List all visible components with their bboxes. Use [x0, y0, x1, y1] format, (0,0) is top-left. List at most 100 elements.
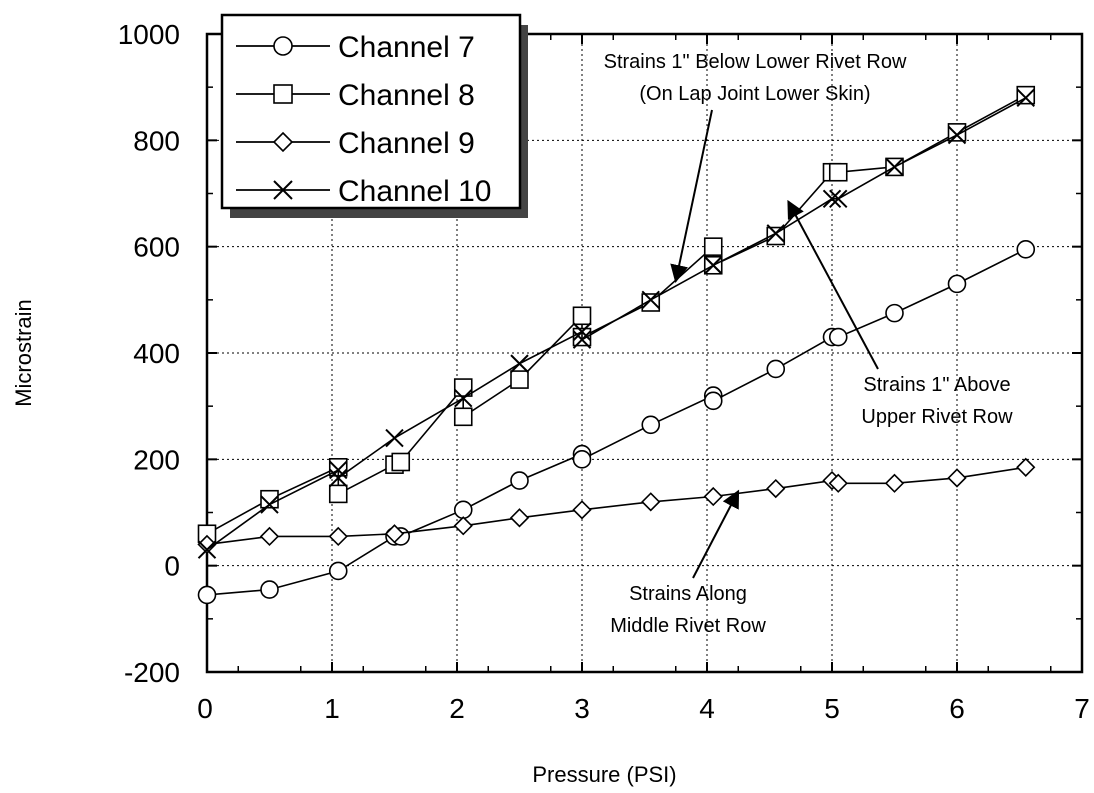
x-tick-label: 4 — [699, 693, 715, 724]
data-point — [641, 415, 661, 435]
series-line — [206, 466, 1026, 546]
data-point — [828, 162, 848, 182]
legend-marker — [272, 131, 294, 153]
data-point — [884, 473, 905, 493]
data-point — [766, 478, 786, 499]
annotation-above: Strains 1" Above Upper Rivet Row — [787, 199, 1013, 428]
data-point — [766, 226, 786, 246]
series-line — [206, 248, 1027, 596]
data-point — [328, 526, 348, 547]
series-channel-8 — [197, 85, 1036, 544]
data-point — [641, 492, 661, 512]
y-tick-label: 0 — [164, 551, 180, 582]
legend-item: Channel 9 — [236, 127, 475, 160]
data-point — [509, 508, 530, 528]
data-point — [766, 224, 785, 243]
annotation-text: Strains 1" Below Lower Rivet Row — [604, 51, 907, 73]
data-point — [1016, 240, 1036, 259]
data-point — [454, 388, 473, 408]
data-point — [822, 189, 842, 209]
data-point — [1016, 457, 1036, 477]
legend-item: Channel 10 — [236, 175, 491, 208]
data-point — [704, 256, 723, 275]
legend-box — [220, 13, 522, 210]
data-point — [703, 486, 723, 507]
legend-label: Channel 7 — [338, 31, 475, 64]
annotation-middle: Strains Along Middle Rivet Row — [610, 489, 766, 637]
x-tick-label: 7 — [1074, 693, 1090, 724]
data-point — [197, 534, 217, 555]
y-tick-label: 400 — [133, 338, 180, 369]
data-point — [453, 516, 473, 536]
data-point — [572, 450, 592, 469]
data-point — [329, 460, 348, 480]
annotation-text: Upper Rivet Row — [861, 406, 1013, 428]
data-point — [259, 526, 280, 547]
y-tick-label: 600 — [133, 232, 180, 263]
y-tick-label: -200 — [124, 657, 180, 688]
data-point — [828, 473, 848, 493]
x-tick-label: 2 — [449, 693, 465, 724]
data-point — [641, 290, 660, 310]
data-point — [572, 306, 592, 326]
data-point — [885, 157, 904, 177]
data-point — [384, 524, 405, 544]
data-point — [328, 561, 348, 581]
series-layer — [197, 85, 1036, 605]
data-point — [197, 540, 217, 559]
x-tick-label: 1 — [324, 693, 340, 724]
data-point — [1016, 88, 1035, 108]
y-axis-title: Microstrain — [11, 299, 36, 407]
data-point — [260, 495, 279, 514]
x-tick-label: 5 — [824, 693, 840, 724]
data-point — [572, 500, 592, 520]
data-point — [453, 407, 473, 427]
annotation-below: Strains 1" Below Lower Rivet Row (On Lap … — [604, 51, 907, 283]
series-channel-9 — [197, 457, 1036, 555]
data-point — [572, 330, 592, 349]
legend-label: Channel 10 — [338, 175, 491, 208]
data-point — [260, 489, 279, 509]
data-point — [947, 468, 967, 488]
y-tick-label: 200 — [133, 444, 180, 475]
data-point — [453, 378, 473, 397]
data-point — [385, 428, 404, 448]
annotation-text: Strains Along — [629, 583, 747, 605]
data-point — [391, 452, 411, 472]
y-tick-label: 800 — [133, 125, 180, 156]
legend-marker — [273, 36, 293, 56]
x-tick-label: 3 — [574, 693, 590, 724]
data-point — [828, 327, 848, 347]
annotation-text: Strains 1" Above — [863, 374, 1010, 396]
annotation-arrow — [787, 199, 879, 370]
annotation-arrow — [692, 489, 740, 579]
data-point — [510, 370, 529, 389]
data-point — [510, 471, 529, 490]
data-point — [260, 580, 279, 599]
data-point — [510, 354, 529, 373]
annotation-layer: Strains 1" Below Lower Rivet Row (On Lap … — [604, 51, 1014, 637]
legend-item: Channel 7 — [236, 31, 475, 64]
annotation-arrow — [670, 109, 713, 283]
legend-label: Channel 8 — [338, 79, 475, 112]
annotation-text: (On Lap Joint Lower Skin) — [639, 83, 870, 105]
data-point — [766, 359, 786, 379]
data-point — [329, 468, 348, 488]
x-tick-label: 0 — [197, 693, 213, 724]
legend: Channel 7 Channel 8 Channel 9 Channel 10 — [220, 13, 528, 218]
data-point — [453, 500, 473, 520]
x-axis-title: Pressure (PSI) — [532, 762, 676, 787]
data-point — [947, 125, 967, 145]
series-channel-10 — [197, 88, 1035, 559]
legend-marker — [273, 180, 293, 200]
data-point — [703, 391, 723, 411]
legend-label: Channel 9 — [338, 127, 475, 160]
data-point — [829, 189, 848, 209]
data-point — [572, 322, 592, 341]
data-point — [885, 303, 904, 323]
data-point — [328, 484, 348, 504]
y-tick-label: 1000 — [118, 19, 180, 50]
legend-marker — [273, 84, 293, 104]
data-point — [947, 274, 967, 294]
